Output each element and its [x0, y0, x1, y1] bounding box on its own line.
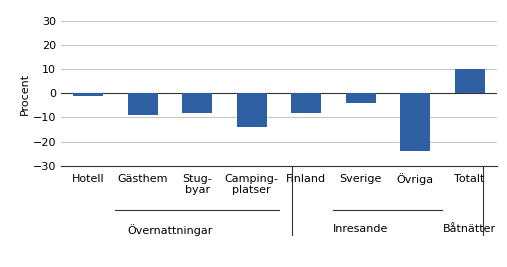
Bar	[455, 69, 485, 93]
Text: Stug-
byar: Stug- byar	[182, 174, 212, 195]
Text: Camping-
platser: Camping- platser	[225, 174, 278, 195]
Text: Övriga: Övriga	[396, 174, 433, 186]
Text: Övernattningar: Övernattningar	[127, 224, 212, 236]
Bar	[182, 93, 212, 113]
Text: Gästhem: Gästhem	[117, 174, 168, 183]
Y-axis label: Procent: Procent	[20, 72, 30, 115]
Text: Hotell: Hotell	[72, 174, 104, 183]
Bar	[128, 93, 158, 115]
Bar	[73, 93, 103, 96]
Bar	[346, 93, 376, 103]
Bar	[291, 93, 321, 113]
Bar	[400, 93, 430, 151]
Text: Båtnätter: Båtnätter	[443, 224, 496, 234]
Text: Finland: Finland	[286, 174, 326, 183]
Text: Sverige: Sverige	[339, 174, 382, 183]
Bar	[237, 93, 267, 127]
Text: Inresande: Inresande	[333, 224, 388, 234]
Text: Totalt: Totalt	[454, 174, 485, 183]
